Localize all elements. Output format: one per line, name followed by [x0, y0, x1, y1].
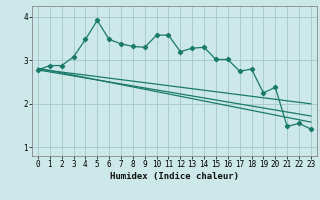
X-axis label: Humidex (Indice chaleur): Humidex (Indice chaleur) [110, 172, 239, 181]
